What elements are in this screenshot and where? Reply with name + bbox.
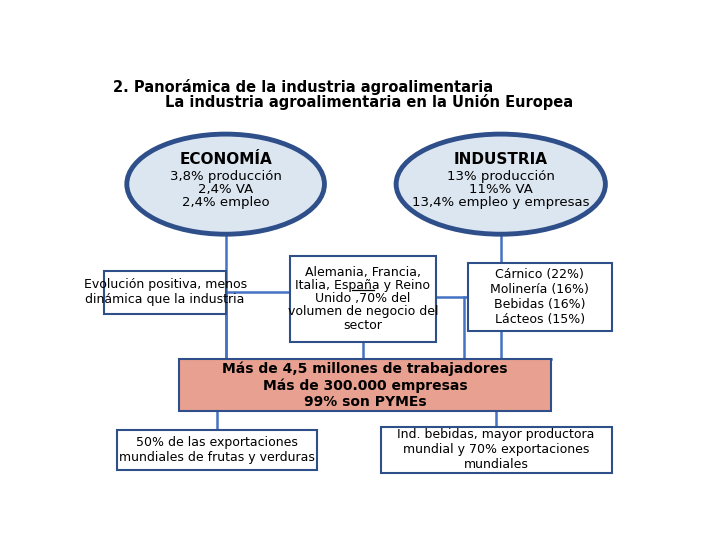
Text: Más de 4,5 millones de trabajadores
Más de 300.000 empresas
99% son PYMEs: Más de 4,5 millones de trabajadores Más … xyxy=(222,361,508,409)
FancyBboxPatch shape xyxy=(290,256,436,342)
Ellipse shape xyxy=(396,134,606,234)
Text: 11%% VA: 11%% VA xyxy=(469,183,533,196)
Text: La industria agroalimentaria en la Unión Europea: La industria agroalimentaria en la Unión… xyxy=(165,94,573,110)
Text: Ind. bebidas, mayor productora
mundial y 70% exportaciones
mundiales: Ind. bebidas, mayor productora mundial y… xyxy=(397,428,595,471)
FancyBboxPatch shape xyxy=(381,427,611,473)
Text: 50% de las exportaciones
mundiales de frutas y verduras: 50% de las exportaciones mundiales de fr… xyxy=(120,436,315,464)
FancyBboxPatch shape xyxy=(179,359,551,411)
Text: ECONOMÍA: ECONOMÍA xyxy=(179,152,272,167)
Text: Evolución positiva, menos
dinámica que la industria: Evolución positiva, menos dinámica que l… xyxy=(84,278,247,306)
Text: 3,8% producción: 3,8% producción xyxy=(170,170,282,183)
Text: INDUSTRIA: INDUSTRIA xyxy=(454,152,548,167)
Text: 13,4% empleo y empresas: 13,4% empleo y empresas xyxy=(412,196,590,209)
Text: 2. Panorámica de la industria agroalimentaria: 2. Panorámica de la industria agroalimen… xyxy=(113,79,493,94)
Text: 2,4% empleo: 2,4% empleo xyxy=(182,196,269,209)
Text: 13% producción: 13% producción xyxy=(447,170,554,183)
Ellipse shape xyxy=(127,134,325,234)
Text: Cárnico (22%)
Molinería (16%)
Bebidas (16%)
Lácteos (15%): Cárnico (22%) Molinería (16%) Bebidas (1… xyxy=(490,268,590,326)
FancyBboxPatch shape xyxy=(104,271,226,314)
Text: Alemania, Francia,: Alemania, Francia, xyxy=(305,266,420,279)
FancyBboxPatch shape xyxy=(117,430,317,470)
Text: Unido ,70% del: Unido ,70% del xyxy=(315,292,410,306)
Text: sector: sector xyxy=(343,319,382,332)
FancyBboxPatch shape xyxy=(468,264,611,331)
Text: volumen de negocio del: volumen de negocio del xyxy=(287,306,438,319)
Text: 2,4% VA: 2,4% VA xyxy=(198,183,253,196)
Text: Italia, España y Reino: Italia, España y Reino xyxy=(295,279,431,292)
